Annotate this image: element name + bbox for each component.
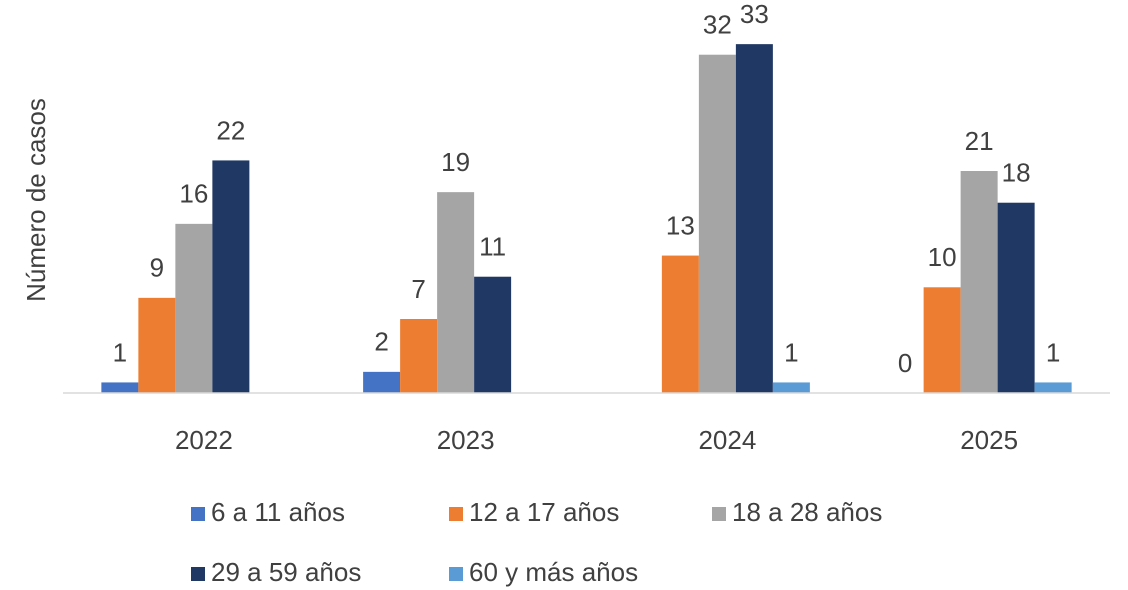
data-label: 21 xyxy=(965,126,994,156)
bar xyxy=(960,171,998,393)
data-label: 1 xyxy=(784,337,798,367)
data-label: 1 xyxy=(1046,337,1060,367)
legend-label: 6 a 11 años xyxy=(211,497,345,527)
data-label: 7 xyxy=(411,274,425,304)
legend-swatch xyxy=(449,507,463,521)
legend-swatch xyxy=(449,567,463,581)
bar xyxy=(138,297,176,393)
bar xyxy=(997,202,1035,393)
data-label: 18 xyxy=(1002,158,1031,188)
data-label: 16 xyxy=(179,179,208,209)
data-label: 22 xyxy=(216,115,245,145)
bar xyxy=(437,192,475,393)
bar xyxy=(772,382,810,393)
bar xyxy=(735,44,773,394)
legend-label: 18 a 28 años xyxy=(732,497,882,527)
x-tick-label: 2025 xyxy=(960,425,1018,455)
legend-label: 29 a 59 años xyxy=(211,557,361,587)
bar xyxy=(1034,382,1072,393)
data-label: 2 xyxy=(374,327,388,357)
legend-swatch xyxy=(191,567,205,581)
data-label: 1 xyxy=(113,337,127,367)
legend-swatch xyxy=(191,507,205,521)
legend-swatch xyxy=(712,507,726,521)
bar xyxy=(661,255,699,393)
data-label: 13 xyxy=(666,210,695,240)
bar xyxy=(923,287,961,393)
data-label: 9 xyxy=(150,253,164,283)
x-tick-label: 2024 xyxy=(698,425,756,455)
data-label: 19 xyxy=(441,147,470,177)
data-label: 32 xyxy=(703,10,732,40)
data-label: 11 xyxy=(479,232,506,262)
bar xyxy=(101,382,139,393)
bar xyxy=(363,371,401,393)
bar xyxy=(212,160,250,393)
data-label: 10 xyxy=(928,242,957,272)
bar xyxy=(400,319,438,393)
data-label: 33 xyxy=(740,0,769,29)
x-tick-label: 2023 xyxy=(437,425,495,455)
legend-label: 60 y más años xyxy=(469,557,638,587)
legend-label: 12 a 17 años xyxy=(469,497,619,527)
bar xyxy=(175,223,213,393)
bar xyxy=(698,54,736,393)
data-label: 0 xyxy=(898,348,912,378)
y-axis-label: Número de casos xyxy=(21,98,51,302)
bar xyxy=(474,276,512,393)
x-tick-label: 2022 xyxy=(175,425,233,455)
